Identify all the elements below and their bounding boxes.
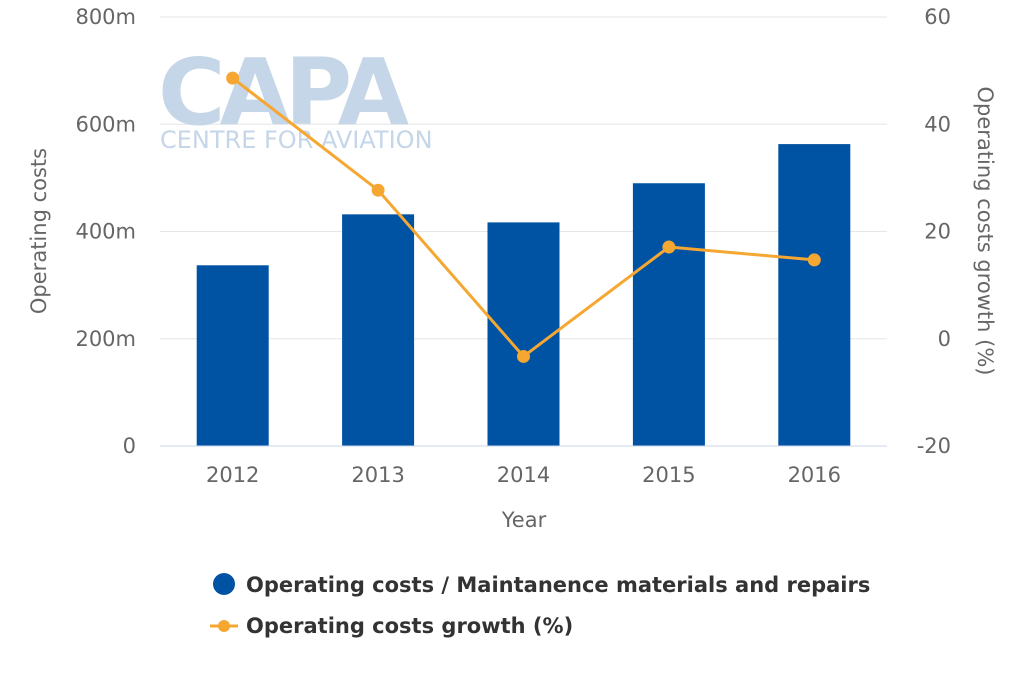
- x-tick-label: 2013: [351, 463, 404, 487]
- legend-bar-marker: [213, 573, 235, 595]
- left-axis-title: Operating costs: [27, 148, 51, 314]
- growth-point[interactable]: [807, 253, 821, 267]
- right-tick-label: 0: [938, 327, 951, 351]
- bar[interactable]: [778, 144, 851, 446]
- x-axis-ticks: 2012 2013 2014 2015 2016: [206, 463, 841, 487]
- left-axis-ticks: 0 200m 400m 600m 800m: [75, 5, 136, 458]
- legend-item-bars[interactable]: Operating costs / Maintanence materials …: [213, 573, 870, 597]
- right-axis-title: Operating costs growth (%): [973, 87, 997, 376]
- left-tick-label: 400m: [75, 220, 136, 244]
- legend-line-marker: [218, 620, 230, 632]
- right-tick-label: 40: [924, 112, 951, 136]
- legend-bar-label: Operating costs / Maintanence materials …: [246, 573, 870, 597]
- legend: Operating costs / Maintanence materials …: [210, 573, 870, 638]
- watermark-brand: CAPA: [158, 39, 409, 146]
- right-tick-label: 20: [924, 220, 951, 244]
- left-tick-label: 0: [123, 434, 136, 458]
- right-axis-ticks: -20 0 20 40 60: [917, 5, 951, 458]
- right-tick-label: -20: [917, 434, 951, 458]
- line-series: [226, 71, 821, 363]
- watermark-tagline: CENTRE FOR AVIATION: [160, 126, 433, 154]
- growth-point[interactable]: [226, 71, 240, 85]
- bar-series: [196, 144, 851, 447]
- x-tick-label: 2012: [206, 463, 259, 487]
- growth-point[interactable]: [371, 183, 385, 197]
- bar[interactable]: [342, 214, 415, 446]
- watermark-logo: CAPA CENTRE FOR AVIATION: [158, 39, 433, 154]
- growth-point[interactable]: [517, 349, 530, 363]
- left-tick-label: 600m: [75, 112, 136, 136]
- legend-item-line[interactable]: Operating costs growth (%): [210, 614, 573, 638]
- x-tick-label: 2016: [788, 463, 841, 487]
- x-axis-title: Year: [501, 508, 547, 532]
- left-tick-label: 200m: [75, 327, 136, 351]
- left-tick-label: 800m: [75, 5, 136, 29]
- x-tick-label: 2015: [642, 463, 695, 487]
- x-tick-label: 2014: [497, 463, 550, 487]
- growth-point[interactable]: [662, 240, 676, 254]
- right-tick-label: 60: [924, 5, 951, 29]
- bar[interactable]: [487, 222, 560, 446]
- bar[interactable]: [632, 183, 705, 447]
- legend-line-label: Operating costs growth (%): [246, 614, 573, 638]
- bar[interactable]: [196, 265, 269, 446]
